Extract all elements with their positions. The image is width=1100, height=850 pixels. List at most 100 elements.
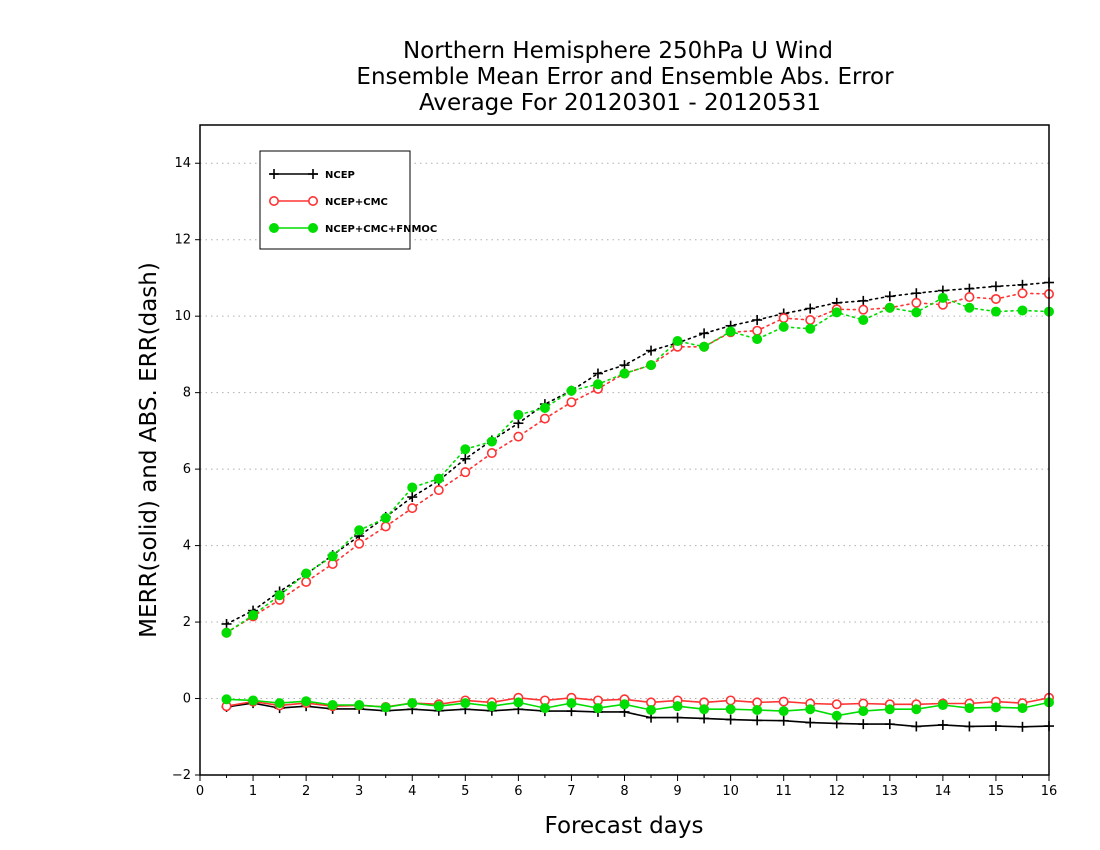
abs-err-point-ncep-cmc-29 xyxy=(990,293,1001,304)
abs-err-point-ncep-cmc-5 xyxy=(354,538,365,549)
merr-point-ncep-cmc-fnmoc-24 xyxy=(858,706,869,717)
abs-err-point-ncep-20 xyxy=(752,315,763,325)
legend-marker-start-ncep-cmc-fnmoc xyxy=(269,223,279,233)
abs-err-point-ncep-9 xyxy=(460,453,471,464)
abs-err-point-ncep-cmc-8 xyxy=(433,485,444,496)
merr-point-ncep-cmc-fnmoc-18 xyxy=(699,704,710,715)
legend-marker-start-ncep-cmc xyxy=(268,196,279,207)
abs-err-point-ncep-cmc-3 xyxy=(301,576,312,587)
abs-err-point-ncep-cmc-fnmoc-11 xyxy=(513,409,524,420)
abs-err-point-ncep-cmc-fnmoc-13 xyxy=(566,385,577,396)
merr-point-ncep-30 xyxy=(1017,721,1028,732)
merr-point-ncep-cmc-fnmoc-11 xyxy=(513,697,524,708)
abs-err-point-ncep-cmc-12 xyxy=(539,413,550,424)
abs-err-point-ncep-cmc-fnmoc-5 xyxy=(354,525,365,536)
series-ncep-cmc xyxy=(221,288,1055,712)
abs-err-point-ncep-16 xyxy=(646,345,657,356)
abs-err-point-ncep-24 xyxy=(858,295,869,306)
merr-point-ncep-cmc-fnmoc-29 xyxy=(990,702,1001,713)
abs-err-point-ncep-cmc-fnmoc-27 xyxy=(937,292,948,303)
merr-point-ncep-cmc-fnmoc-30 xyxy=(1017,703,1028,714)
gridlines xyxy=(200,162,1049,776)
chart-title: Northern Hemisphere 250hPa U Wind Ensemb… xyxy=(356,38,894,116)
abs-err-point-ncep-cmc-fnmoc-20 xyxy=(752,334,763,345)
x-tick-label-3: 3 xyxy=(355,784,363,799)
series-ncep xyxy=(221,277,1054,732)
x-tick-label-7: 7 xyxy=(567,784,575,799)
series-ncep-cmc-fnmoc xyxy=(221,292,1054,721)
merr-point-ncep-cmc-fnmoc-13 xyxy=(566,698,577,709)
abs-err-point-ncep-cmc-fnmoc-10 xyxy=(486,436,497,447)
abs-err-point-ncep-cmc-fnmoc-8 xyxy=(433,473,444,484)
merr-point-ncep-28 xyxy=(964,721,975,732)
series-group xyxy=(221,277,1055,732)
abs-err-point-ncep-cmc-fnmoc-1 xyxy=(248,610,259,621)
y-axis-label: MERR(solid) and ABS. ERR(dash) xyxy=(136,262,162,638)
y-tick-label-6: 10 xyxy=(174,309,191,324)
merr-point-ncep-cmc-fnmoc-20 xyxy=(752,705,763,715)
x-tick-label-0: 0 xyxy=(196,784,204,799)
abs-err-point-ncep-cmc-fnmoc-17 xyxy=(672,336,683,347)
merr-point-ncep-cmc-fnmoc-15 xyxy=(619,699,630,710)
merr-point-ncep-cmc-fnmoc-3 xyxy=(301,696,312,707)
merr-point-ncep-26 xyxy=(911,721,922,732)
x-tick-label-10: 10 xyxy=(722,784,739,799)
merr-point-ncep-29 xyxy=(990,721,1001,732)
abs-err-point-ncep-22 xyxy=(805,303,816,314)
merr-point-ncep-cmc-fnmoc-2 xyxy=(274,698,285,709)
title-line-2: Ensemble Mean Error and Ensemble Abs. Er… xyxy=(356,64,894,90)
x-tick-label-11: 11 xyxy=(775,784,792,799)
abs-err-point-ncep-cmc-fnmoc-22 xyxy=(805,323,816,334)
abs-err-point-ncep-15 xyxy=(619,360,630,371)
merr-point-ncep-cmc-fnmoc-25 xyxy=(884,704,895,715)
legend-box xyxy=(259,150,411,250)
merr-point-ncep-cmc-fnmoc-19 xyxy=(725,704,736,715)
merr-point-ncep-cmc-fnmoc-16 xyxy=(646,705,657,715)
abs-err-point-ncep-cmc-6 xyxy=(380,521,391,532)
merr-point-ncep-cmc-fnmoc-6 xyxy=(380,702,391,713)
merr-point-ncep-cmc-fnmoc-22 xyxy=(805,704,816,715)
merr-point-ncep-24 xyxy=(858,719,869,730)
abs-err-point-ncep-cmc-30 xyxy=(1017,288,1028,299)
abs-err-point-ncep-26 xyxy=(911,288,922,299)
merr-point-ncep-cmc-fnmoc-4 xyxy=(327,700,338,711)
merr-point-ncep-27 xyxy=(937,719,948,730)
abs-err-point-ncep-0 xyxy=(221,618,232,629)
legend-label-ncep: NCEP xyxy=(325,170,355,181)
merr-point-ncep-cmc-fnmoc-14 xyxy=(592,703,603,714)
x-tick-label-12: 12 xyxy=(828,784,845,799)
x-tick-label-9: 9 xyxy=(673,784,681,799)
legend-label-ncep-cmc-fnmoc: NCEP+CMC+FNMOC xyxy=(325,224,437,235)
x-tick-label-15: 15 xyxy=(988,784,1005,799)
abs-err-point-ncep-14 xyxy=(592,368,603,379)
legend: NCEP NCEP+CMC NCEP+CMC+FNMOC xyxy=(259,150,437,250)
merr-point-ncep-cmc-fnmoc-28 xyxy=(964,703,975,714)
abs-err-point-ncep-cmc-fnmoc-18 xyxy=(699,341,710,352)
abs-err-point-ncep-cmc-fnmoc-9 xyxy=(460,444,471,455)
merr-point-ncep-cmc-fnmoc-5 xyxy=(354,700,365,711)
abs-err-point-ncep-30 xyxy=(1017,279,1028,290)
merr-point-ncep-cmc-19 xyxy=(725,695,736,706)
merr-point-ncep-cmc-fnmoc-1 xyxy=(248,695,259,706)
x-tick-label-13: 13 xyxy=(882,784,899,799)
legend-marker-end-ncep-cmc-fnmoc xyxy=(308,223,318,233)
abs-err-line-ncep-cmc xyxy=(225,292,1050,634)
abs-err-point-ncep-cmc-fnmoc-23 xyxy=(831,307,842,318)
title-line-1: Northern Hemisphere 250hPa U Wind xyxy=(403,38,833,64)
x-tick-label-16: 16 xyxy=(1041,784,1058,799)
x-tick-label-8: 8 xyxy=(620,784,628,799)
abs-err-point-ncep-cmc-fnmoc-12 xyxy=(539,402,550,413)
abs-err-point-ncep-cmc-fnmoc-30 xyxy=(1017,305,1028,316)
merr-point-ncep-17 xyxy=(672,712,683,723)
merr-point-ncep-cmc-fnmoc-10 xyxy=(486,701,497,712)
merr-point-ncep-cmc-fnmoc-0 xyxy=(221,694,232,705)
abs-err-point-ncep-7 xyxy=(407,492,418,503)
merr-point-ncep-20 xyxy=(752,715,763,726)
merr-point-ncep-cmc-fnmoc-7 xyxy=(407,698,418,709)
abs-err-point-ncep-cmc-9 xyxy=(460,467,471,478)
merr-point-ncep-19 xyxy=(725,714,736,725)
abs-err-point-ncep-cmc-fnmoc-7 xyxy=(407,482,418,493)
y-tick-label-8: 14 xyxy=(174,156,191,171)
abs-err-point-ncep-cmc-fnmoc-3 xyxy=(301,568,312,579)
